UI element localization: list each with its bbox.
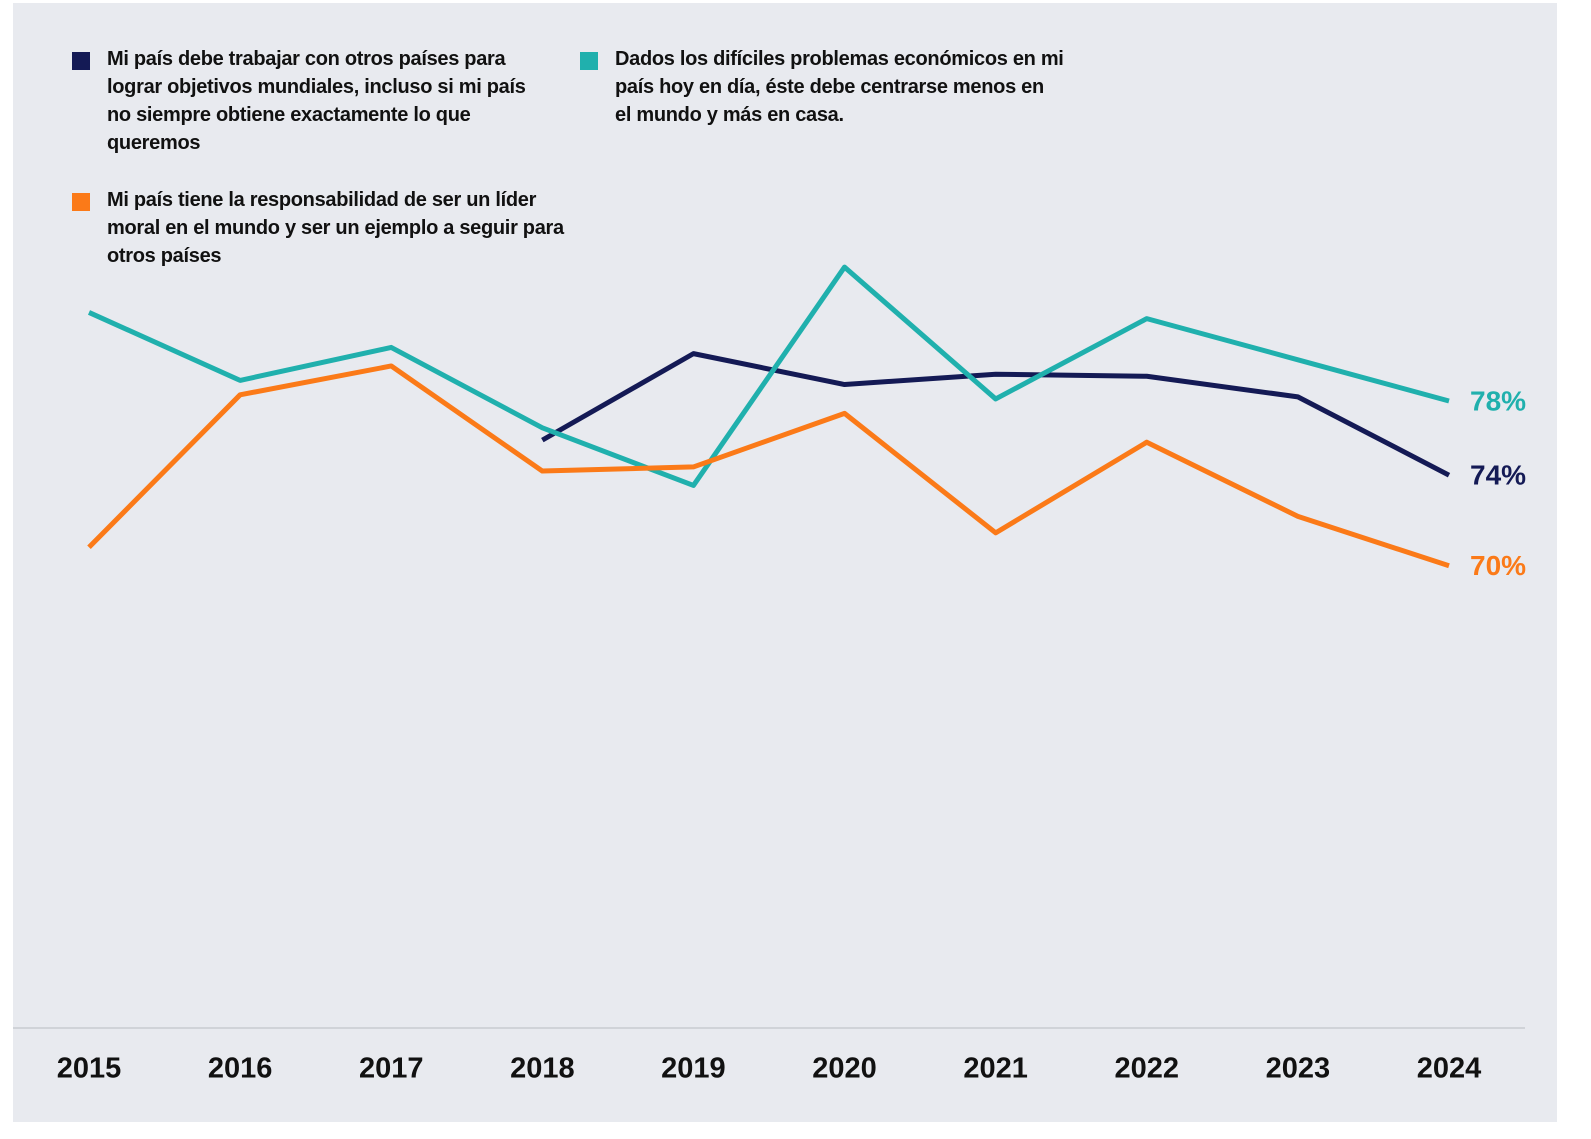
legend-swatch xyxy=(72,52,90,70)
legend-label: Mi país tiene la responsabilidad de ser … xyxy=(107,189,564,267)
x-tick-label: 2019 xyxy=(661,1053,726,1085)
legend-label: Dados los difíciles problemas económicos… xyxy=(615,48,1064,126)
x-tick-label: 2018 xyxy=(510,1053,575,1085)
legend-swatch xyxy=(580,52,598,70)
series-line xyxy=(541,351,1451,478)
legend-label: Mi país debe trabajar con otros países p… xyxy=(107,48,526,154)
data-label: 74% xyxy=(1470,460,1526,491)
x-tick-label: 2023 xyxy=(1266,1053,1331,1085)
series-line xyxy=(87,264,1450,488)
x-tick-label: 2021 xyxy=(963,1053,1028,1085)
data-label: 78% xyxy=(1470,385,1526,416)
x-tick-label: 2022 xyxy=(1115,1053,1180,1085)
x-tick-label: 2015 xyxy=(57,1053,122,1085)
series-line xyxy=(87,363,1450,569)
data-label: 70% xyxy=(1470,550,1526,581)
x-tick-label: 2020 xyxy=(812,1053,877,1085)
x-tick-label: 2024 xyxy=(1417,1053,1482,1085)
legend-swatch xyxy=(72,193,90,211)
x-tick-label: 2017 xyxy=(359,1053,424,1085)
chart-background xyxy=(13,3,1557,1122)
x-tick-label: 2016 xyxy=(208,1053,273,1085)
